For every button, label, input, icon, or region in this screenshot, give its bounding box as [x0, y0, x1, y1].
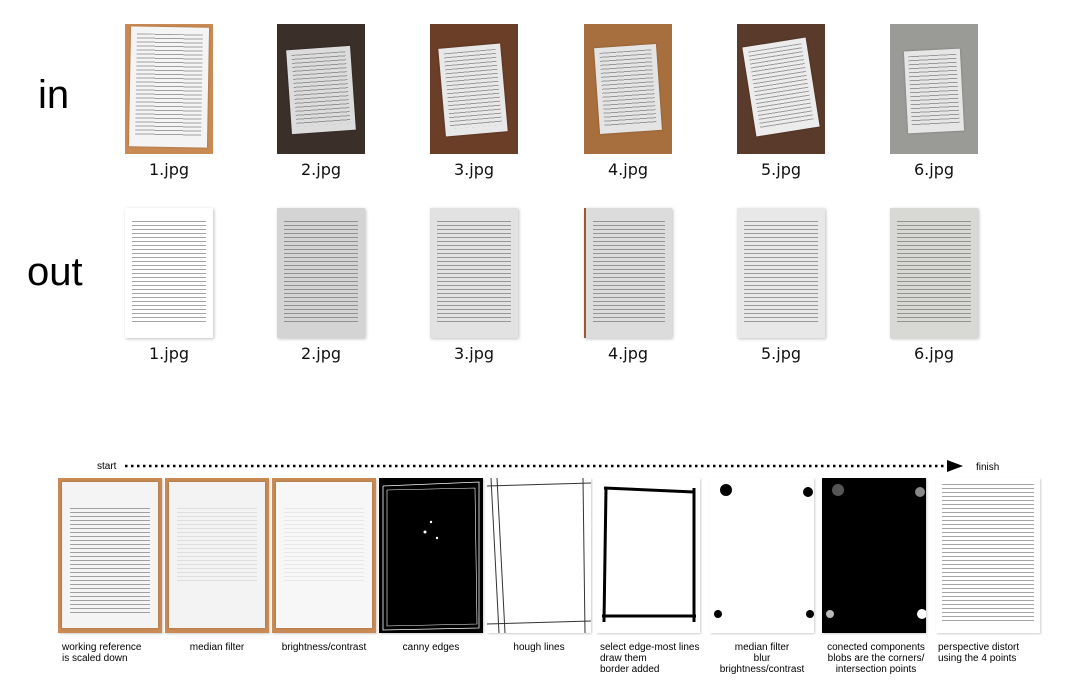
- input-image: [430, 24, 518, 154]
- step-image-perspective: [936, 478, 1040, 633]
- pipeline-finish-label: finish: [976, 462, 1000, 473]
- output-thumbnail[interactable]: 3.jpg: [419, 208, 529, 363]
- row-label-out: out: [27, 250, 83, 294]
- output-filename: 1.jpg: [148, 344, 190, 363]
- input-image: [125, 24, 213, 154]
- output-filename: 3.jpg: [453, 344, 495, 363]
- input-filename: 2.jpg: [300, 160, 342, 179]
- output-filename: 2.jpg: [300, 344, 342, 363]
- input-image: [737, 24, 825, 154]
- row-label-in: in: [38, 73, 70, 117]
- step-caption: canny edges: [402, 642, 460, 653]
- input-filename: 5.jpg: [760, 160, 802, 179]
- input-thumbnail[interactable]: 6.jpg: [879, 24, 989, 179]
- step-caption: select edge-most lines draw them border …: [600, 642, 700, 675]
- input-thumbnail[interactable]: 5.jpg: [726, 24, 836, 179]
- output-thumbnail[interactable]: 4.jpg: [573, 208, 683, 363]
- step-image-median: [165, 478, 269, 633]
- step-caption: median filter blur brightness/contrast: [719, 642, 805, 675]
- output-filename: 5.jpg: [760, 344, 802, 363]
- step-caption: perspective distort using the 4 points: [938, 642, 1020, 664]
- output-image: [277, 208, 365, 338]
- output-thumbnail[interactable]: 1.jpg: [114, 208, 224, 363]
- output-image: [125, 208, 213, 338]
- step-caption: hough lines: [513, 642, 565, 653]
- output-thumbnail[interactable]: 2.jpg: [266, 208, 376, 363]
- input-thumbnail[interactable]: 3.jpg: [419, 24, 529, 179]
- input-filename: 3.jpg: [453, 160, 495, 179]
- step-image-reference: [58, 478, 162, 633]
- pipeline-arrow: [125, 460, 963, 472]
- step-caption: brightness/contrast: [281, 642, 367, 653]
- step-image-blobs: [710, 478, 814, 633]
- input-image: [890, 24, 978, 154]
- input-image: [277, 24, 365, 154]
- step-image-hough: [487, 478, 591, 633]
- input-thumbnail[interactable]: 2.jpg: [266, 24, 376, 179]
- step-caption: conected components blobs are the corner…: [827, 642, 925, 675]
- output-image: [430, 208, 518, 338]
- output-image: [584, 208, 672, 338]
- pipeline-start-label: start: [97, 461, 117, 472]
- input-thumbnail[interactable]: 4.jpg: [573, 24, 683, 179]
- step-image-components: [822, 478, 926, 633]
- step-image-canny: [379, 478, 483, 633]
- input-filename: 1.jpg: [148, 160, 190, 179]
- input-image: [584, 24, 672, 154]
- output-filename: 4.jpg: [607, 344, 649, 363]
- step-image-edges-selected: [596, 478, 700, 633]
- input-filename: 6.jpg: [913, 160, 955, 179]
- input-filename: 4.jpg: [607, 160, 649, 179]
- input-thumbnail[interactable]: 1.jpg: [114, 24, 224, 179]
- output-thumbnail[interactable]: 6.jpg: [879, 208, 989, 363]
- output-image: [890, 208, 978, 338]
- step-image-brightness: [272, 478, 376, 633]
- output-image: [737, 208, 825, 338]
- output-thumbnail[interactable]: 5.jpg: [726, 208, 836, 363]
- output-filename: 6.jpg: [913, 344, 955, 363]
- step-caption: working reference is scaled down: [62, 642, 142, 664]
- step-caption: median filter: [189, 642, 245, 653]
